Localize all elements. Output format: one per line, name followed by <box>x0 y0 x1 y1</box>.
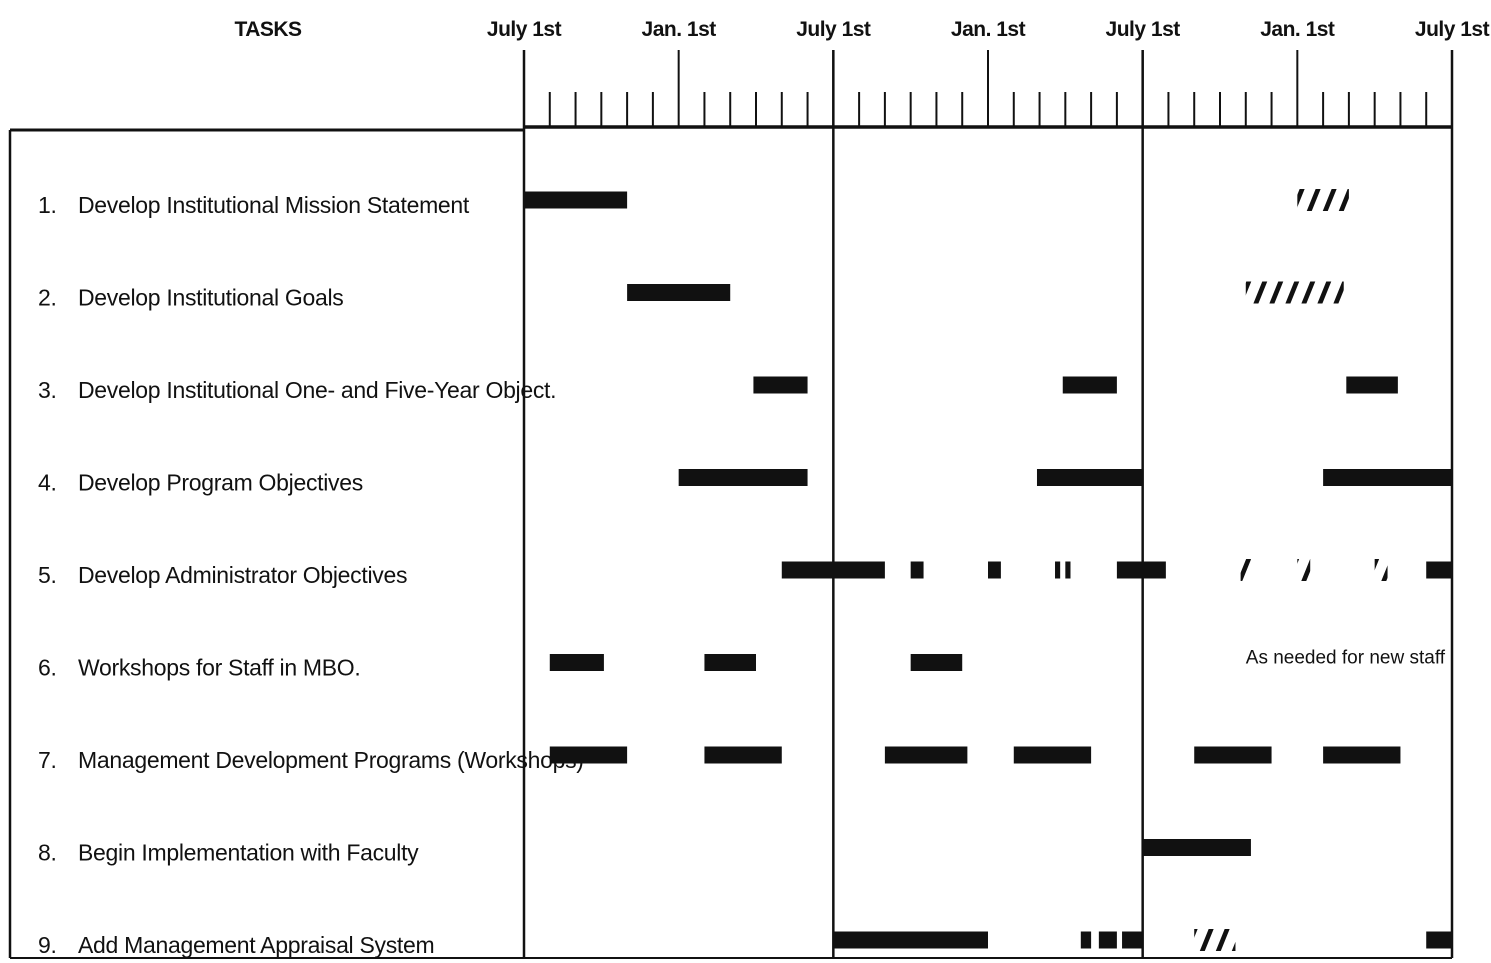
task-bar <box>1013 746 1092 764</box>
task-label: Develop Administrator Objectives <box>78 562 407 588</box>
task-bar <box>1080 931 1092 949</box>
hatched-bar <box>1374 559 1388 581</box>
task-number: 5. <box>38 562 57 588</box>
tick-label: Jan. 1st <box>642 18 717 41</box>
task-bar <box>1036 469 1143 486</box>
task-bar <box>1426 931 1452 949</box>
tick-label: July 1st <box>1415 18 1490 41</box>
tick-label: July 1st <box>487 18 562 41</box>
task-bar <box>1194 746 1272 764</box>
timeline-axis: July 1st Jan. 1st July 1st Jan. 1st July 1st… <box>234 18 1490 129</box>
task-label: Begin Implementation with Faculty <box>78 840 419 866</box>
task-bar <box>1426 561 1452 579</box>
chart-frame <box>8 50 1454 959</box>
task-bar <box>1323 746 1401 764</box>
task-number: 3. <box>38 377 57 403</box>
task-number: 1. <box>38 192 57 218</box>
task-bar <box>704 654 756 671</box>
task-bars <box>524 189 1452 951</box>
hatched-bar <box>1297 559 1311 581</box>
hatched-bar <box>1194 929 1236 951</box>
task-bar <box>910 654 963 671</box>
tick-label: Jan. 1st <box>951 18 1026 41</box>
task-label: Develop Institutional Goals <box>78 285 344 311</box>
task-bar <box>627 284 731 301</box>
task-bar <box>1055 561 1061 579</box>
task-rows: 1. Develop Institutional Mission Statemen… <box>38 192 1446 958</box>
task-bar <box>833 931 988 949</box>
task-label: Develop Institutional One- and Five-Year… <box>78 377 556 403</box>
task-bar <box>884 746 968 764</box>
task-number: 2. <box>38 285 57 311</box>
task-bar <box>549 746 628 764</box>
task-bar <box>753 376 808 394</box>
task-bar <box>1346 376 1398 394</box>
task-number: 7. <box>38 747 57 773</box>
task-label: Develop Institutional Mission Statement <box>78 192 470 218</box>
task-label: Develop Program Objectives <box>78 470 363 496</box>
task-label: Management Development Programs (Worksho… <box>78 747 584 773</box>
task-bar <box>678 469 808 486</box>
hatched-bar <box>1245 281 1344 304</box>
hatched-bar <box>1297 189 1349 211</box>
task-number: 8. <box>38 840 57 866</box>
task-bar <box>1142 839 1251 856</box>
task-bar <box>1122 931 1143 949</box>
task-bar <box>781 561 885 579</box>
task-number: 9. <box>38 932 57 958</box>
task-number: 6. <box>38 655 57 681</box>
tick-label: July 1st <box>796 18 871 41</box>
task-bar <box>1065 561 1071 579</box>
task-label: Workshops for Staff in MBO. <box>78 655 361 681</box>
task-bar <box>524 191 628 209</box>
task-bar <box>1098 931 1117 949</box>
hatched-bar <box>1240 559 1251 581</box>
task-bar <box>988 561 1001 579</box>
tick-label: Jan. 1st <box>1260 18 1335 41</box>
task-bar <box>704 746 782 764</box>
task-bar <box>1323 469 1452 486</box>
task-bar <box>549 654 604 671</box>
task-note: As needed for new staff <box>1246 648 1446 669</box>
task-bar <box>1116 561 1166 579</box>
task-column-header: TASKS <box>234 18 302 41</box>
task-label: Add Management Appraisal System <box>78 932 434 958</box>
task-bar <box>1062 376 1117 394</box>
tick-label: July 1st <box>1106 18 1181 41</box>
task-number: 4. <box>38 470 57 496</box>
task-bar <box>910 561 924 579</box>
